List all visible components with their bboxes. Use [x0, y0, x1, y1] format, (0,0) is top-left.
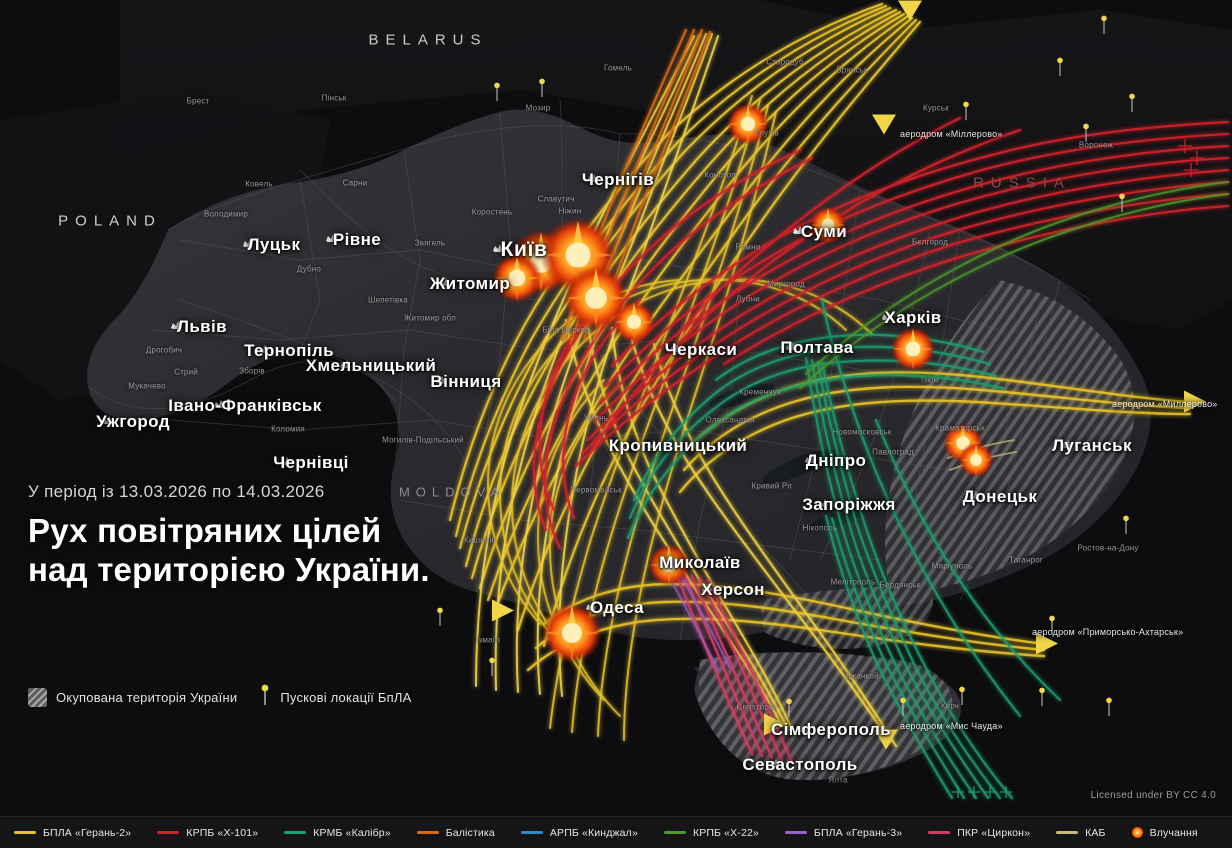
legend-entry-label: АРПБ «Кинджал»	[549, 826, 638, 839]
legend-launch-label: Пускові локації БпЛА	[280, 690, 412, 705]
legend-entry[interactable]: Влучання	[1131, 826, 1198, 839]
legend-color-swatch	[284, 831, 307, 834]
page-title: Рух повітряних цілей над територією Укра…	[28, 512, 498, 589]
trajectories-kh22	[799, 181, 1229, 389]
legend-entry-label: ПКР «Циркон»	[957, 826, 1031, 839]
legend-entry[interactable]: ПКР «Циркон»	[928, 827, 1030, 839]
launch-tick-marks	[1178, 139, 1204, 177]
legend-color-swatch	[1056, 831, 1079, 834]
period-text: У період із 13.03.2026 по 14.03.2026	[28, 482, 325, 501]
legend-entry-label: КРПБ «Х-22»	[692, 826, 759, 839]
trajectories-kalibr	[626, 298, 1062, 800]
legend-entry-label: КАБ	[1085, 826, 1106, 839]
legend-entry-label: БПЛА «Герань-2»	[43, 826, 132, 839]
legend-color-swatch	[14, 831, 36, 834]
legend-entry-label: КРПБ «Х-101»	[186, 826, 259, 839]
legend-entry[interactable]: Балістика	[416, 826, 495, 839]
legend-color-swatch	[784, 831, 807, 834]
legend-entry[interactable]: БПЛА «Герань-3»	[784, 826, 903, 839]
map-legend-secondary: Окупована територія України Пускові лока…	[28, 684, 412, 711]
legend-occupied-label: Окупована територія України	[56, 690, 238, 705]
impact-dot-icon	[1131, 827, 1143, 838]
legend-entry-label: Балістика	[445, 826, 495, 839]
headline-line-1: Рух повітряних цілей	[28, 512, 382, 549]
legend-entry[interactable]: КРПБ «Х-101»	[157, 827, 258, 839]
legend-entry[interactable]: БПЛА «Герань-2»	[14, 827, 131, 839]
legend-entry-label: Влучання	[1149, 826, 1198, 839]
legend-occupied-territory: Окупована територія України	[28, 688, 237, 707]
legend-color-swatch	[416, 831, 439, 834]
hatch-swatch-icon	[28, 688, 47, 707]
legend-color-swatch	[928, 831, 951, 834]
headline-line-2: над територією України.	[28, 550, 430, 588]
legend-launch-sites: Пускові локації БпЛА	[259, 684, 411, 711]
legend-entry[interactable]: АРПБ «Кинджал»	[520, 826, 638, 839]
legend-entry-label: КРМБ «Калібр»	[313, 826, 391, 839]
launch-pin-icon	[259, 684, 271, 711]
legend-color-swatch	[157, 831, 180, 834]
legend-bar: БПЛА «Герань-2» КРПБ «Х-101» КРМБ «Калібр»…	[0, 816, 1232, 848]
legend-entry[interactable]: КРПБ «Х-22»	[663, 826, 759, 839]
legend-entry[interactable]: КРМБ «Калібр»	[284, 826, 391, 839]
legend-color-swatch	[520, 831, 543, 834]
attribution-text: Licensed under BY CC 4.0	[1090, 790, 1216, 801]
legend-entry[interactable]: КАБ	[1056, 827, 1105, 839]
kalibr-tick-marks	[952, 786, 1012, 798]
title-block: У період із 13.03.2026 по 14.03.2026 Рух…	[28, 482, 498, 589]
legend-color-swatch	[663, 831, 686, 834]
legend-entry-label: БПЛА «Герань-3»	[813, 826, 903, 839]
